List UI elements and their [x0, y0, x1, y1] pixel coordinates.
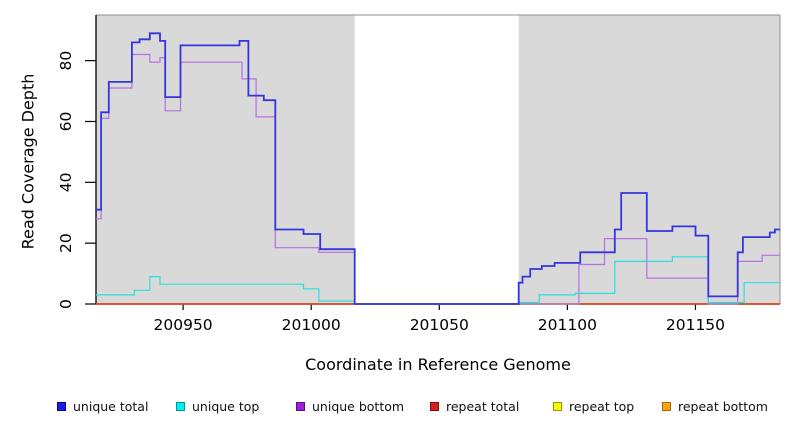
x-tick-label: 201100	[538, 316, 597, 334]
x-tick-label: 200950	[154, 316, 213, 334]
legend-swatch-repeat-bottom	[662, 402, 671, 411]
legend-swatch-repeat-top	[553, 402, 562, 411]
x-tick-label: 201150	[666, 316, 725, 334]
legend-swatch-unique-bottom	[296, 402, 305, 411]
legend-swatch-unique-total	[57, 402, 66, 411]
x-tick-label: 201000	[282, 316, 341, 334]
x-tick-label: 201050	[410, 316, 469, 334]
legend-label: repeat bottom	[678, 399, 768, 414]
x-axis-title: Coordinate in Reference Genome	[305, 355, 571, 374]
legend-label: unique top	[192, 399, 260, 414]
legend-label: repeat total	[446, 399, 520, 414]
y-tick-label: 0	[57, 299, 75, 309]
legend-label: unique total	[73, 399, 149, 414]
legend-swatch-unique-top	[176, 402, 185, 411]
y-tick-label: 40	[57, 172, 75, 192]
series-unique-total-line	[96, 32, 780, 305]
legend-swatch-repeat-total	[430, 402, 439, 411]
y-tick-label: 20	[57, 233, 75, 253]
y-axis-title: Read Coverage Depth	[18, 73, 38, 250]
series-unique-bottom-line	[96, 53, 780, 305]
y-tick-label: 80	[57, 51, 75, 71]
legend-label: unique bottom	[312, 399, 405, 414]
legend-label: repeat top	[569, 399, 635, 414]
coverage-gap-region	[354, 15, 519, 304]
legend: unique total unique top unique bottom repea…	[0, 399, 792, 426]
y-tick-label: 60	[57, 112, 75, 132]
